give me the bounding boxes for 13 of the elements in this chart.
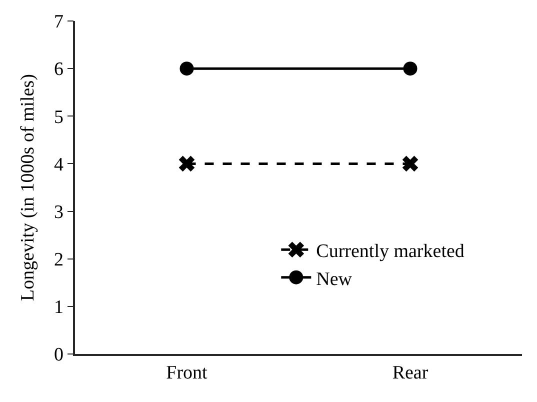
legend-label: Currently marketed [316, 241, 465, 262]
y-tick-label: 3 [54, 202, 64, 223]
y-tick-label: 5 [54, 106, 64, 128]
y-tick-label: 0 [54, 344, 64, 366]
x-tick-label: Front [166, 362, 208, 384]
y-axis-title: Longevity (in 1000s of miles) [17, 74, 38, 301]
x-tick-label: Rear [392, 362, 429, 384]
y-tick-label: 6 [54, 59, 64, 80]
y-tick-label: 1 [54, 297, 64, 318]
legend-label: New [316, 268, 352, 290]
y-tick-label: 2 [54, 250, 64, 271]
y-tick-label: 4 [54, 154, 64, 176]
y-tick-label: 7 [54, 12, 64, 33]
